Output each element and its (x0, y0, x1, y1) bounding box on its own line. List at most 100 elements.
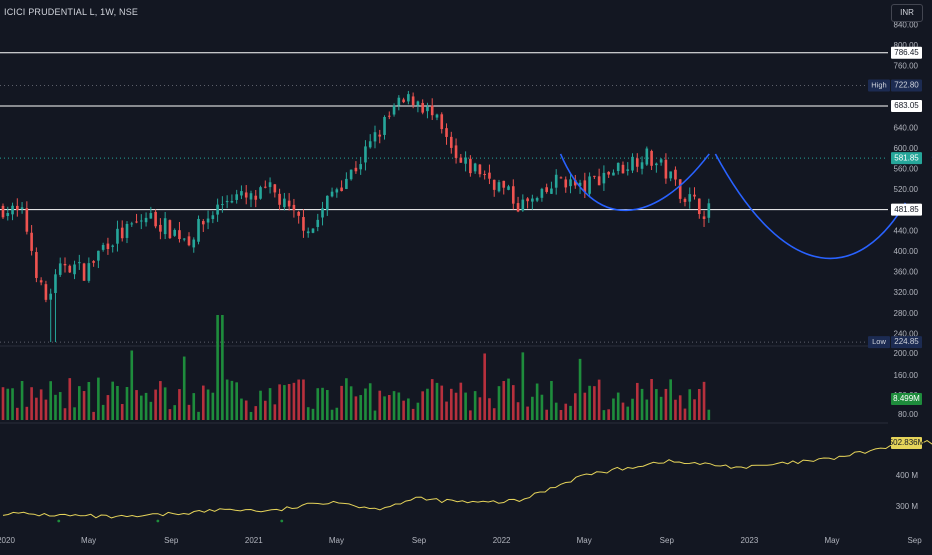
cup-pattern[interactable] (559, 153, 932, 260)
volume-bar (330, 409, 334, 420)
volume-bar (364, 388, 367, 420)
volume-bar (616, 392, 620, 420)
volume-bar (340, 385, 343, 420)
volume-bar (373, 410, 377, 420)
candle (254, 195, 258, 200)
volume-bars (1, 315, 711, 420)
y-tick-label: 280.00 (894, 309, 919, 318)
x-tick-label: Sep (164, 536, 179, 545)
volume-bar (149, 401, 153, 420)
y-tick-label: 240.00 (894, 329, 919, 338)
candle (259, 187, 262, 199)
volume-bar (640, 388, 644, 420)
volume-bar (688, 389, 692, 420)
volume-bar (278, 384, 281, 420)
candle (583, 180, 587, 193)
symbol-title[interactable]: ICICI PRUDENTIAL L, 1W, NSE (4, 7, 139, 17)
high-tag-label: High (871, 81, 886, 90)
candle (359, 164, 362, 170)
candle (616, 162, 620, 171)
horizontal-levels[interactable] (0, 52, 888, 343)
candle (230, 201, 234, 203)
volume-bar (125, 387, 129, 420)
candle (349, 169, 353, 180)
volume-bar (469, 410, 472, 420)
candle (139, 220, 143, 222)
candle (225, 201, 229, 203)
volume-bar (535, 383, 539, 420)
y-tick-label: 360.00 (894, 268, 919, 277)
candle (273, 184, 277, 193)
candle (106, 243, 110, 250)
candle (373, 132, 377, 142)
candle (664, 159, 668, 179)
candle (77, 262, 81, 264)
volume-bar (225, 379, 229, 420)
volume-bar (182, 356, 186, 420)
volume-bar (597, 379, 601, 420)
volume-bar (693, 399, 696, 420)
volume-bar (249, 411, 253, 420)
volume-bar (73, 407, 76, 420)
time-axis[interactable]: 2020 May Sep 2021 May Sep 2022 May Sep 2023 May Sep… (0, 536, 932, 545)
y-tick-label: 800.00 (894, 41, 919, 50)
candle (325, 195, 329, 210)
candle (545, 187, 548, 192)
candle (187, 236, 191, 246)
high-tag: 722.80 (894, 81, 919, 90)
candle (82, 263, 86, 281)
candle (44, 284, 48, 300)
candle (297, 211, 300, 216)
candle (469, 158, 472, 174)
volume-bar (521, 352, 525, 420)
candle (397, 97, 401, 106)
candle (516, 203, 520, 212)
volume-bar (507, 378, 510, 420)
candle (626, 169, 630, 171)
volume-bar (387, 395, 391, 420)
volume-bar (559, 410, 563, 420)
level-786-tag: 786.45 (894, 48, 919, 57)
volume-bar (702, 381, 706, 420)
candle (311, 228, 315, 233)
candle (15, 205, 19, 210)
low-tag-label-bg (868, 336, 890, 349)
indicator-y-tick-label: 300 M (896, 502, 919, 511)
volume-y-tick-label: 160.00 (894, 371, 919, 380)
candle (25, 208, 29, 232)
indicator-line (2, 439, 932, 523)
volume-bar (216, 315, 219, 420)
candle (578, 182, 582, 186)
x-tick-label: May (824, 536, 839, 545)
candle (20, 207, 24, 210)
volume-bar (678, 395, 682, 420)
candle (707, 203, 711, 218)
volume-bar (430, 379, 434, 420)
cup-curve[interactable] (559, 153, 710, 212)
candle (669, 171, 672, 179)
volume-bar (421, 391, 424, 420)
candle (702, 216, 706, 219)
volume-bar (492, 408, 496, 420)
volume-bar (63, 408, 67, 420)
candle (445, 128, 448, 137)
cup-curve[interactable] (714, 153, 907, 260)
level-786-tag-bg (891, 46, 922, 59)
volume-bar (593, 386, 596, 420)
volume-bar (311, 408, 315, 420)
volume-bar (497, 386, 501, 420)
volume-bar (6, 388, 10, 420)
candle (435, 114, 439, 118)
candle (125, 223, 129, 238)
volume-bar (573, 393, 577, 420)
indicator-marker (280, 519, 284, 523)
volume-bar (11, 388, 14, 420)
volume-bar (197, 411, 200, 420)
volume-bar (407, 398, 410, 420)
volume-bar (402, 400, 405, 420)
x-tick-label: 2021 (245, 536, 263, 545)
volume-bar (287, 384, 291, 420)
currency-button[interactable]: INR (891, 4, 923, 22)
